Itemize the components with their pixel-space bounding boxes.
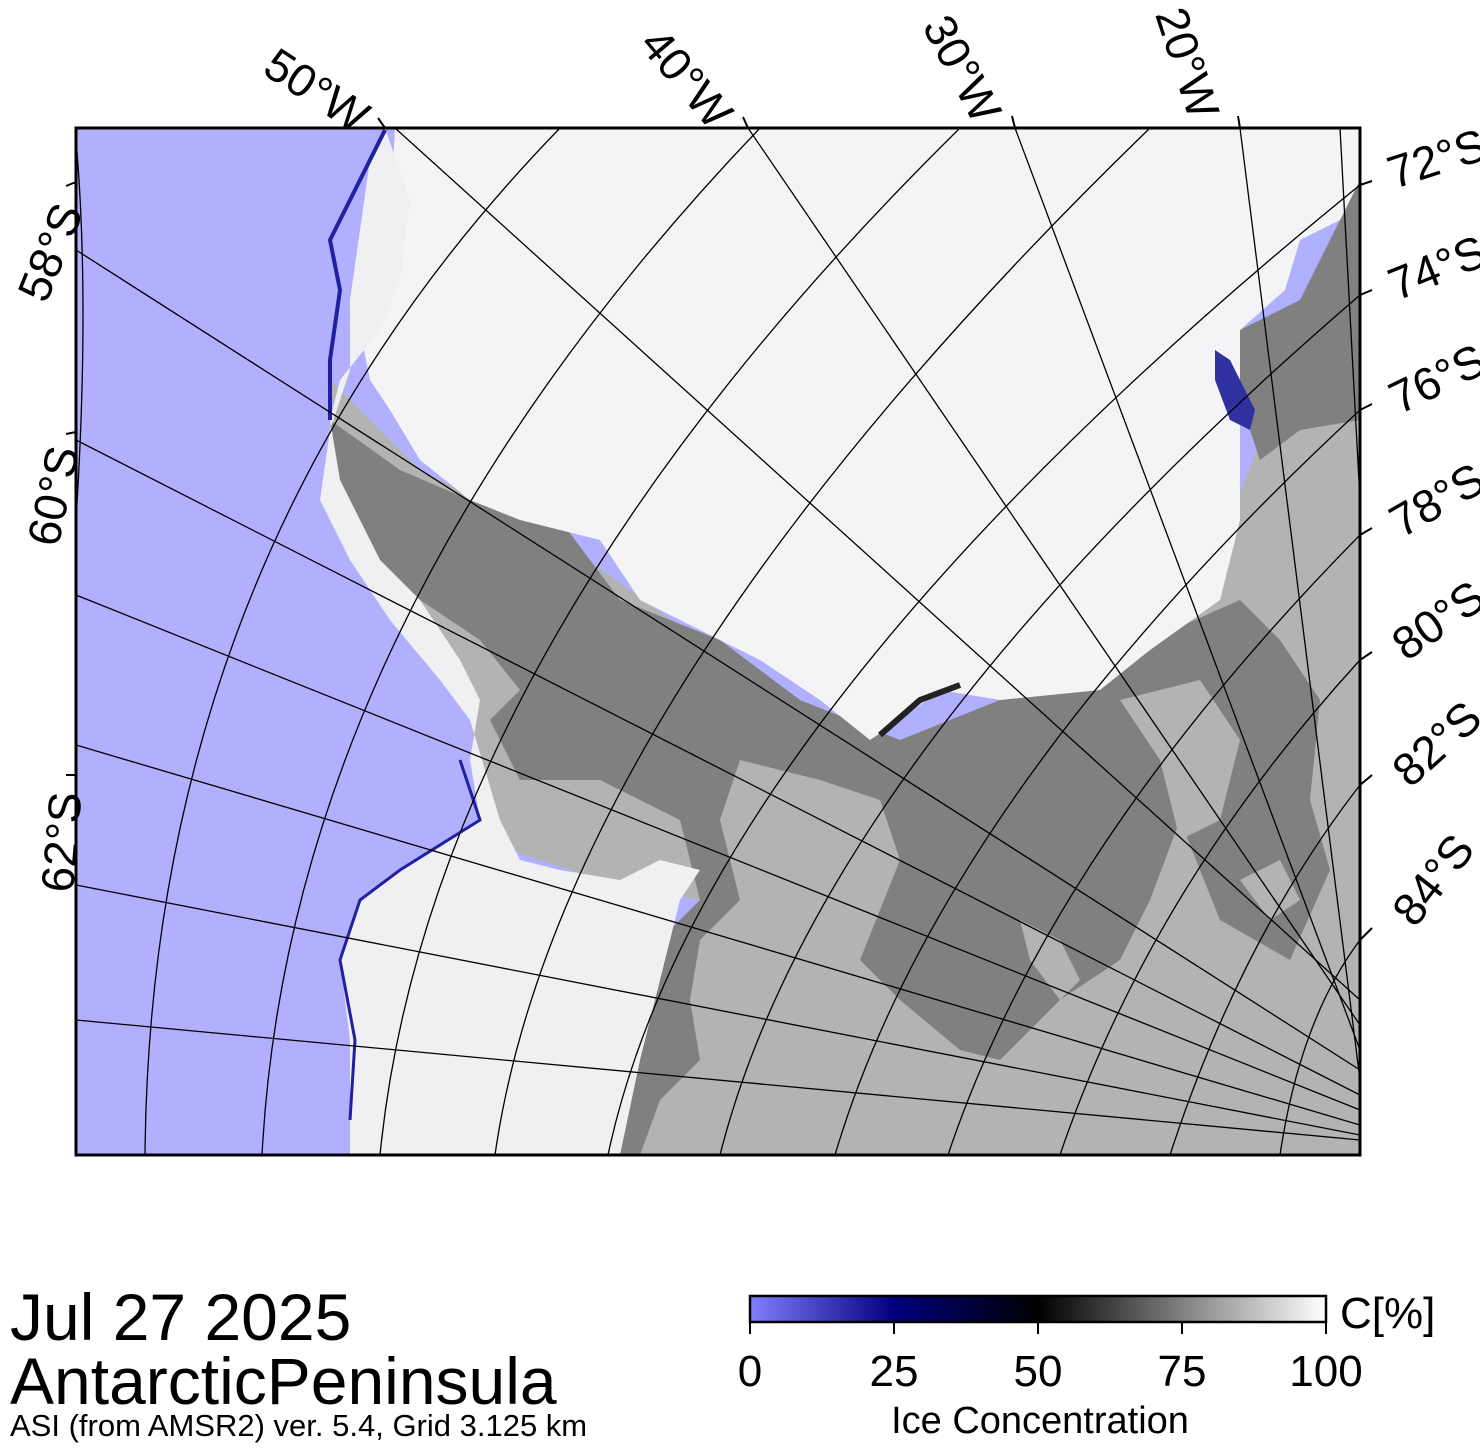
western-ice-band	[320, 128, 700, 1155]
graticule-parallels	[76, 128, 1360, 1155]
map-frame	[74, 126, 1362, 1157]
graticule-meridians	[76, 128, 1360, 1141]
colorbar-tick-100: 100	[1289, 1347, 1363, 1396]
land-right-strip	[1240, 180, 1360, 460]
colorbar-tick-75: 75	[1157, 1347, 1207, 1396]
land-bright-patch-2	[1120, 680, 1240, 840]
weddell-sea-ice	[360, 128, 1360, 740]
colorbar-tick-0: 0	[737, 1347, 763, 1396]
land-bright-patch-3	[1240, 860, 1300, 920]
land-peninsula-ice	[330, 420, 1330, 1155]
colorbar-ticks	[749, 1322, 1327, 1334]
colorbar-title: Ice Concentration	[891, 1400, 1189, 1442]
ice-edge-blue-lower	[338, 759, 482, 1121]
map-area	[76, 128, 1360, 1155]
colorbar-unit: C[%]	[1340, 1289, 1436, 1338]
graticule-ticks	[65, 115, 1373, 941]
coastal-low-ice	[1215, 350, 1255, 430]
sea-ice-dark-edge	[878, 682, 962, 738]
colorbar-tick-50: 50	[1013, 1347, 1063, 1396]
lat-label-62s: 62°S	[31, 789, 92, 895]
colorbar-gradient	[748, 1294, 1328, 1324]
land-bright-patch-1	[1020, 920, 1080, 1000]
ice-edge-blue	[327, 129, 387, 420]
product-info: ASI (from AMSR2) ver. 5.4, Grid 3.125 km	[10, 1408, 588, 1443]
colorbar-tick-25: 25	[869, 1347, 919, 1396]
region-name: AntarcticPeninsula	[10, 1344, 557, 1418]
map-date: Jul 27 2025	[10, 1280, 352, 1354]
